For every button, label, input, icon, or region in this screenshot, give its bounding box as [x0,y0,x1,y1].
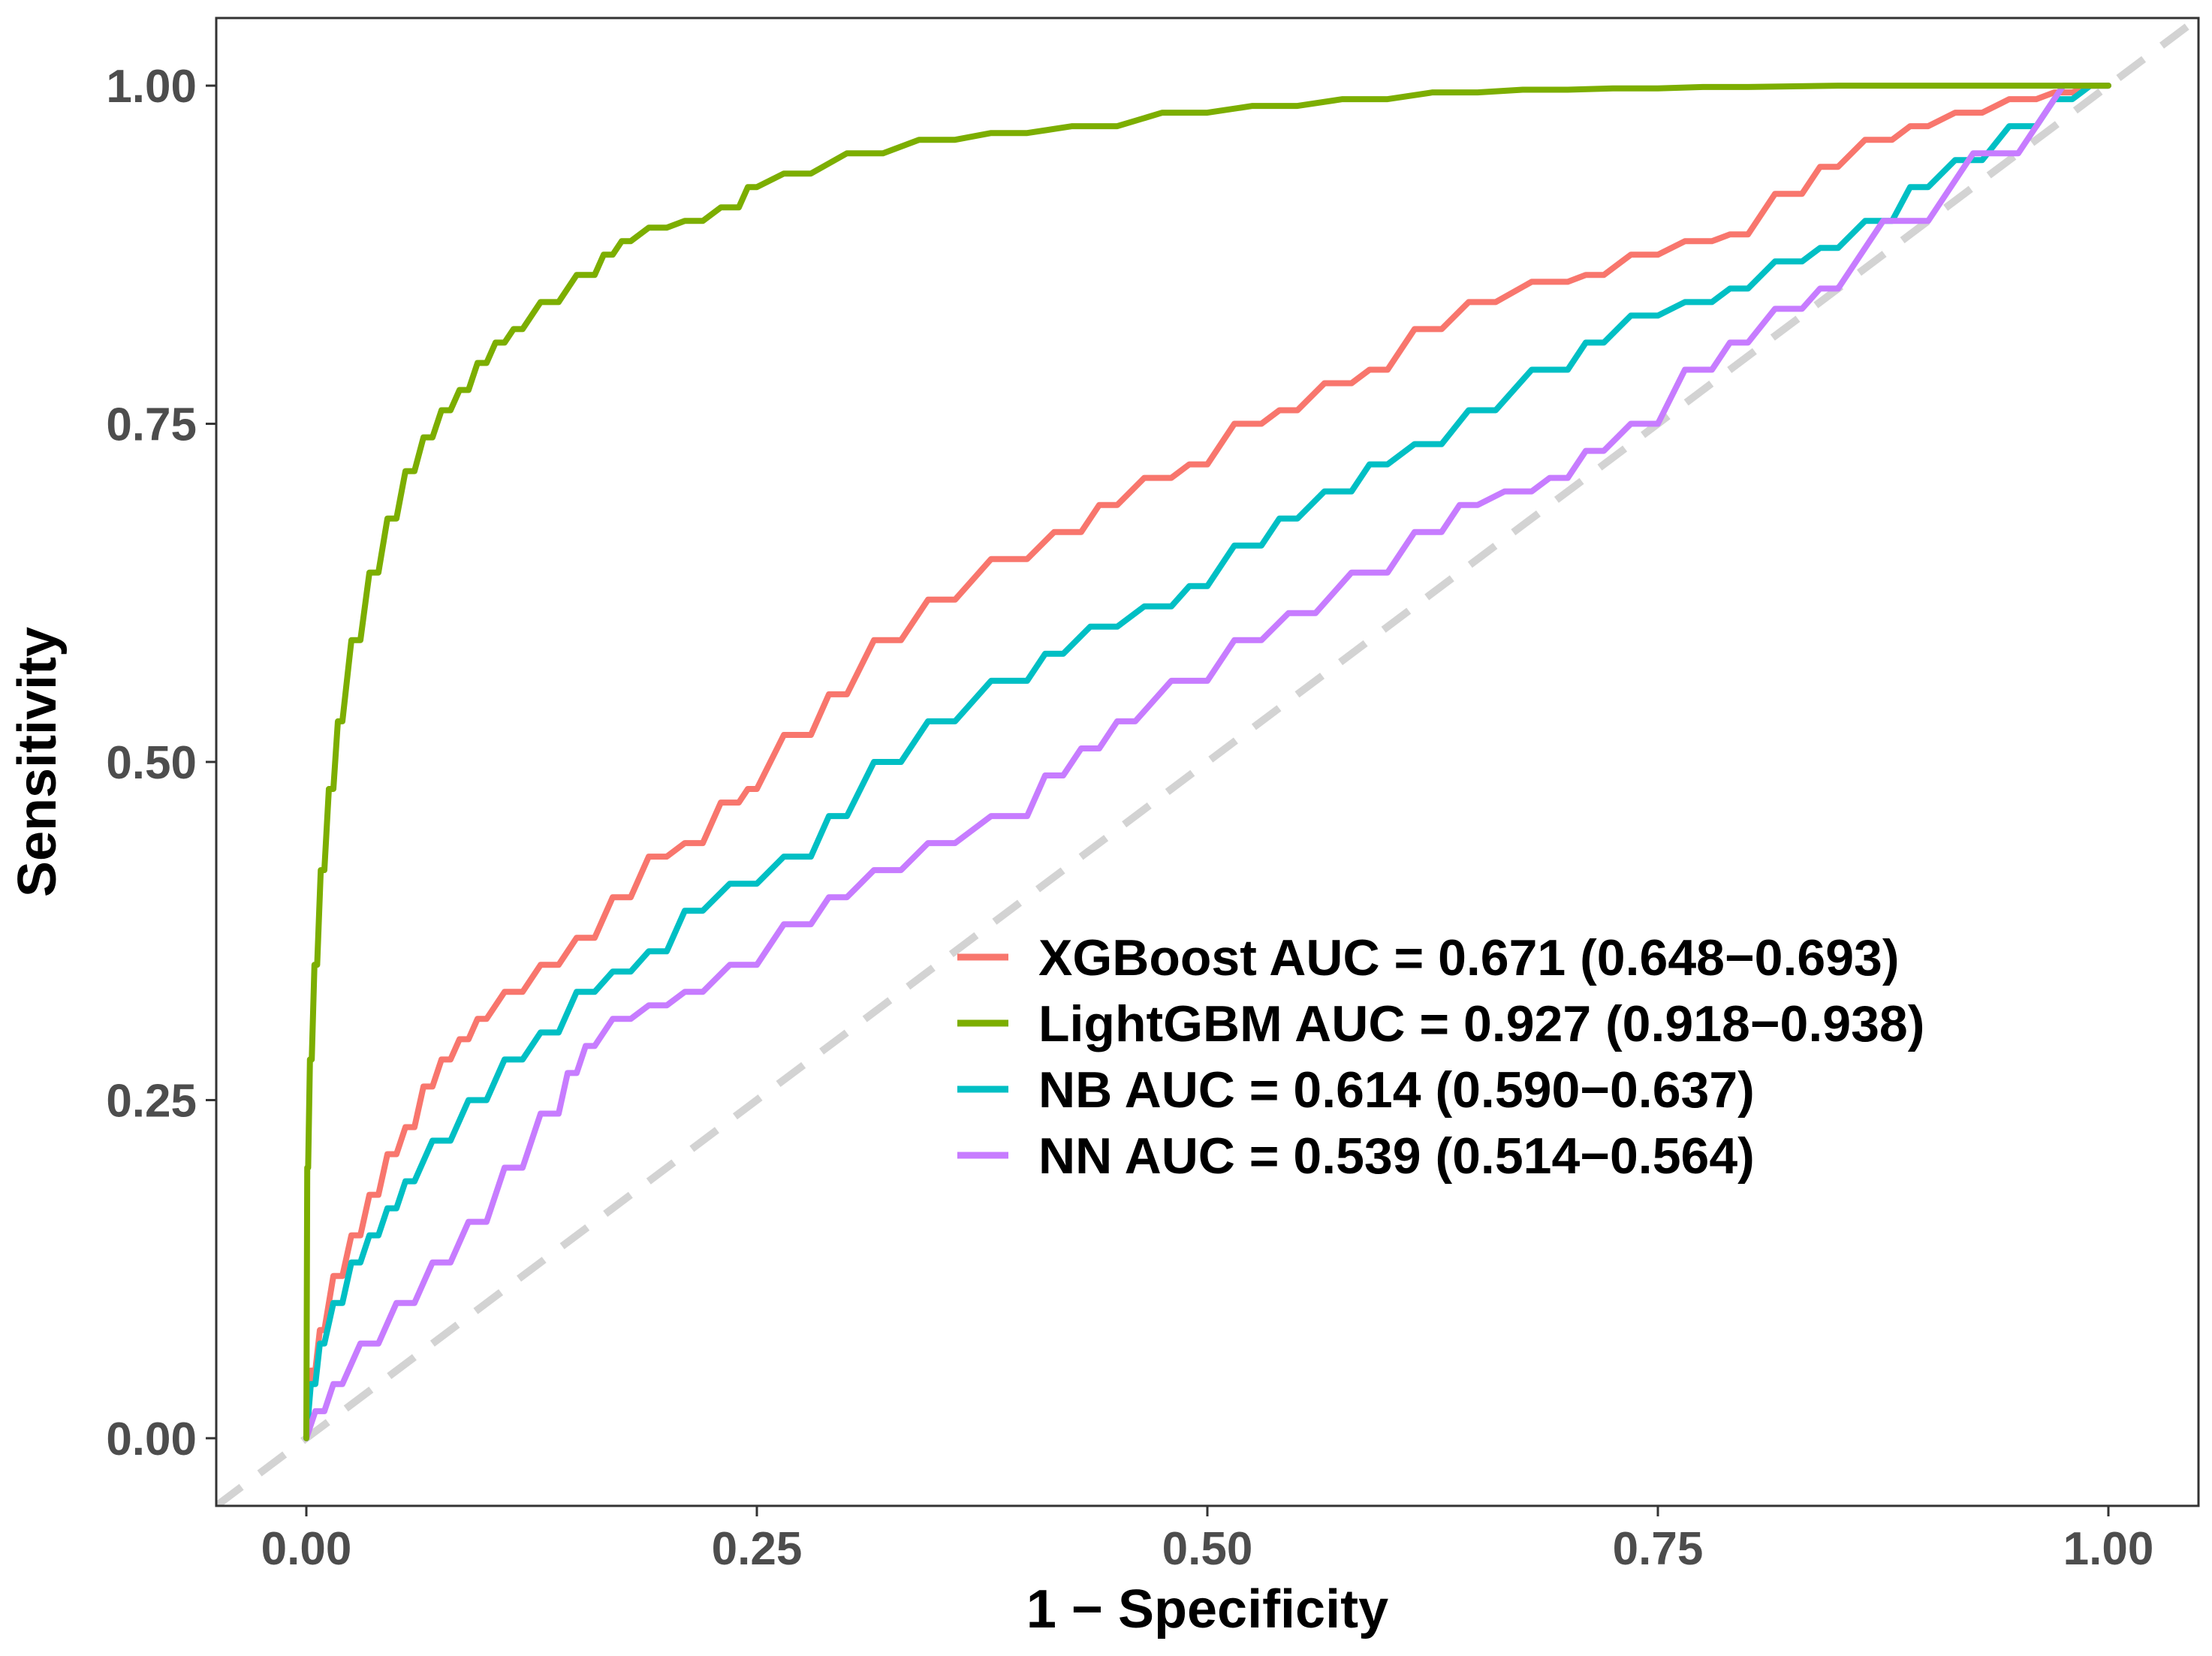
x-axis-title: 1 − Specificity [1026,1579,1388,1639]
roc-curve-lightgbm [303,83,2111,1441]
y-tick-label: 0.75 [106,399,197,451]
x-tick-label: 0.75 [1613,1523,1704,1575]
y-tick-label: 1.00 [106,61,197,113]
x-tick-label: 0.25 [712,1523,803,1575]
legend-label-xgboost: XGBoost AUC = 0.671 (0.648−0.693) [1038,929,1899,986]
y-axis-title: Sensitivity [8,627,68,897]
legend: XGBoost AUC = 0.671 (0.648−0.693) LightGB… [957,929,1924,1185]
y-tick-label: 0.50 [106,737,197,789]
x-tick-label: 0.50 [1162,1523,1253,1575]
roc-curve-nn [303,83,2111,1441]
roc-curve-xgboost [303,83,2111,1441]
x-tick-label: 0.00 [261,1523,352,1575]
y-tick-label: 0.00 [106,1414,197,1465]
legend-label-lightgbm: LightGBM AUC = 0.927 (0.918−0.938) [1038,995,1924,1052]
plot-background [216,18,2198,1506]
roc-curve-nb [303,83,2111,1441]
y-tick-label: 0.25 [106,1075,197,1127]
legend-label-nn: NN AUC = 0.539 (0.514−0.564) [1038,1128,1755,1185]
x-tick-label: 1.00 [2063,1523,2154,1575]
legend-label-nb: NB AUC = 0.614 (0.590−0.637) [1038,1061,1755,1119]
reference-diagonal-line [216,18,2198,1506]
